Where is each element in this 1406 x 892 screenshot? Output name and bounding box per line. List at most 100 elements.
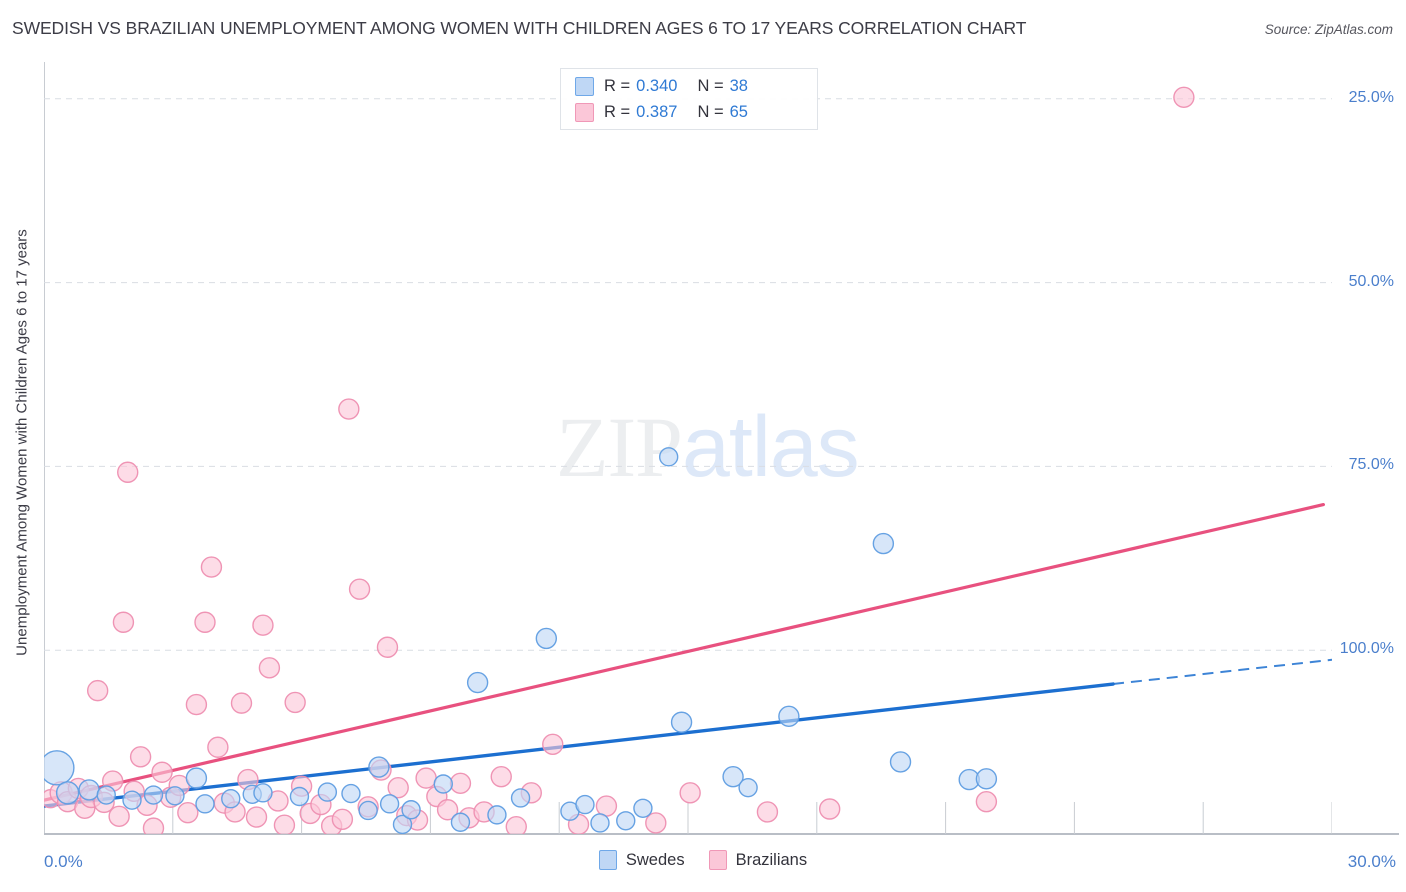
- r-label: R =: [604, 102, 631, 121]
- data-point: [368, 756, 390, 778]
- series-swatch-brazilians: [708, 850, 727, 870]
- data-point: [122, 790, 142, 810]
- data-point: [487, 805, 507, 825]
- plot-area: [44, 62, 1332, 834]
- trendline-swedes-extrapolated: [1112, 658, 1332, 686]
- data-point: [207, 736, 229, 758]
- y-axis-title: Unemployment Among Women with Children A…: [13, 229, 31, 656]
- data-point: [595, 795, 618, 817]
- data-point: [590, 813, 610, 833]
- legend-swatch-swedes: [575, 76, 594, 96]
- legend-item-swedes[interactable]: Swedes: [598, 850, 685, 870]
- series-markers-brazilians: [44, 86, 1195, 834]
- data-point: [44, 750, 75, 786]
- data-point: [490, 765, 512, 788]
- page-title: SWEDISH VS BRAZILIAN UNEMPLOYMENT AMONG …: [12, 18, 1027, 38]
- data-point: [722, 765, 744, 788]
- n-value-swedes: 38: [729, 76, 748, 95]
- legend-swatch-brazilians: [575, 102, 594, 122]
- n-value-brazilians: 65: [729, 102, 748, 121]
- data-point: [86, 679, 109, 702]
- x-axis-max-label: 30.0%: [1347, 852, 1396, 871]
- data-point: [221, 789, 241, 809]
- data-point: [142, 817, 165, 834]
- data-point: [889, 751, 912, 773]
- data-point: [436, 799, 459, 821]
- data-point: [194, 611, 216, 633]
- trendline-brazilians: [44, 503, 1326, 802]
- y-tick-label: 25.0%: [1348, 88, 1394, 106]
- data-point: [108, 805, 130, 828]
- series-swatch-swedes: [598, 850, 617, 870]
- data-point: [338, 398, 360, 420]
- data-point: [975, 768, 998, 790]
- data-point: [143, 785, 164, 805]
- data-point: [679, 782, 701, 804]
- r-value-swedes: 0.340: [636, 76, 678, 95]
- data-point: [258, 657, 281, 679]
- series-legend: Swedes Brazilians: [0, 850, 1406, 870]
- data-point: [872, 532, 895, 555]
- correlation-row-swedes: R = 0.340 N = 38: [575, 73, 748, 99]
- x-axis-line: [44, 833, 1399, 835]
- y-tick-label: 100.0%: [1339, 640, 1394, 658]
- y-tick-label: 50.0%: [1348, 272, 1394, 290]
- r-label: R =: [604, 76, 631, 95]
- data-point: [818, 798, 841, 820]
- data-point: [535, 627, 558, 650]
- data-point: [466, 671, 489, 694]
- data-point: [289, 786, 310, 807]
- data-point: [376, 636, 399, 658]
- source-attribution: Source: ZipAtlas.com: [1264, 22, 1393, 37]
- data-point: [245, 806, 268, 828]
- y-axis-line: [44, 62, 45, 834]
- data-point: [450, 812, 471, 832]
- data-point: [112, 611, 135, 633]
- data-point: [756, 801, 779, 823]
- correlation-row-brazilians: R = 0.387 N = 65: [575, 99, 748, 125]
- data-point: [230, 692, 253, 714]
- data-point: [117, 461, 139, 483]
- data-point: [177, 801, 199, 824]
- data-point: [96, 785, 116, 805]
- data-point: [253, 783, 273, 803]
- data-point: [185, 767, 208, 789]
- n-label: N =: [697, 76, 724, 95]
- data-point: [317, 782, 338, 802]
- data-point: [151, 761, 173, 783]
- data-point: [284, 691, 306, 714]
- data-point: [633, 798, 653, 818]
- data-point: [200, 556, 223, 578]
- data-point: [738, 777, 758, 798]
- data-point: [379, 794, 400, 814]
- data-point: [273, 814, 296, 834]
- series-markers-swedes: [44, 447, 998, 834]
- correlation-legend: R = 0.340 N = 38 R = 0.387 N = 65: [560, 68, 818, 130]
- data-point: [449, 772, 472, 794]
- trendline-swedes: [44, 682, 1115, 808]
- n-label: N =: [697, 102, 724, 121]
- data-point: [185, 693, 208, 716]
- data-point: [401, 800, 421, 820]
- data-point: [433, 774, 453, 794]
- y-tick-label: 75.0%: [1348, 456, 1394, 474]
- data-point: [575, 794, 595, 815]
- r-value-brazilians: 0.387: [636, 102, 678, 121]
- data-point: [616, 811, 636, 831]
- data-point: [415, 767, 437, 789]
- data-point: [645, 812, 667, 834]
- legend-item-brazilians[interactable]: Brazilians: [708, 850, 807, 870]
- data-point: [78, 779, 100, 801]
- data-point: [341, 783, 361, 804]
- data-point: [510, 788, 531, 808]
- data-point: [195, 794, 215, 814]
- data-point: [129, 746, 152, 768]
- x-axis-min-label: 0.0%: [44, 852, 83, 871]
- data-point: [165, 786, 185, 806]
- data-point: [975, 790, 998, 813]
- data-point: [358, 800, 378, 821]
- data-point: [670, 711, 693, 733]
- data-point: [331, 808, 354, 830]
- data-point: [1173, 86, 1195, 108]
